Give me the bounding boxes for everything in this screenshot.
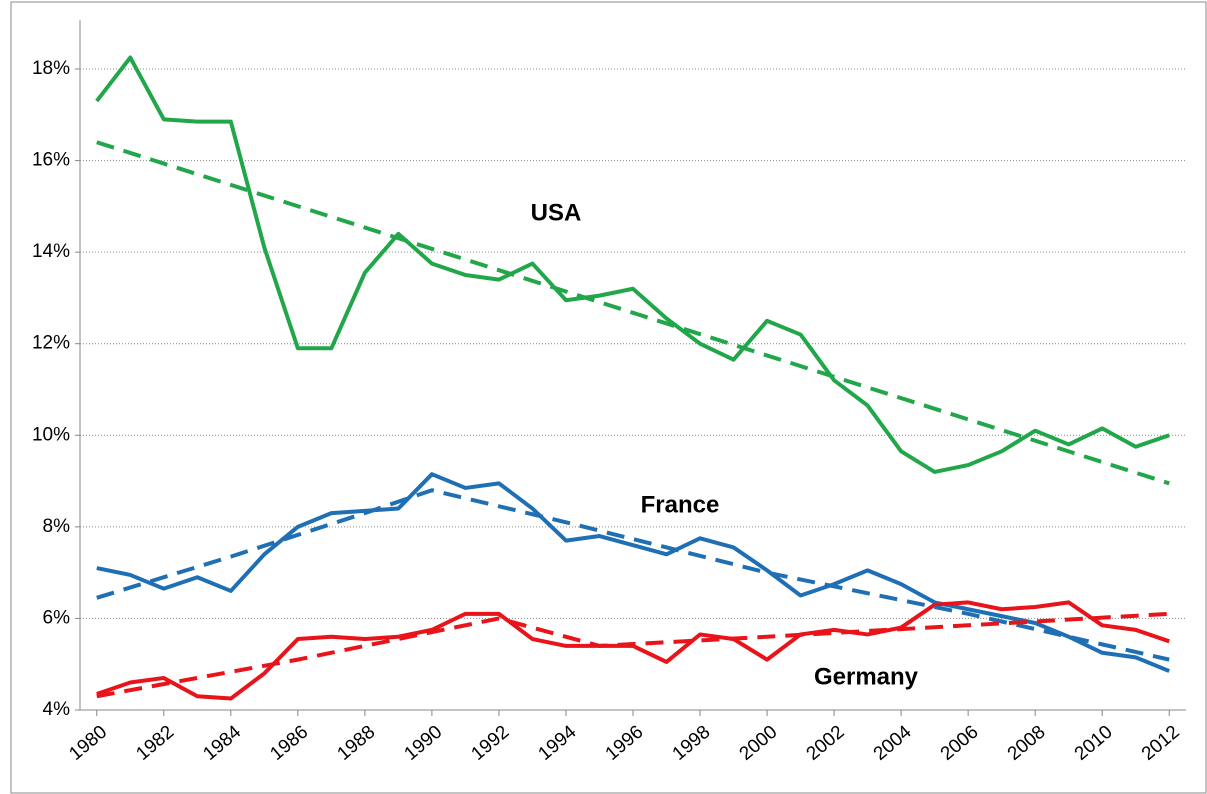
series-line	[95, 55, 1170, 474]
x-tick-label: 2010	[1071, 722, 1117, 765]
y-tick-label: 12%	[32, 333, 70, 354]
series-label: France	[641, 491, 720, 518]
x-tick-label: 2002	[803, 722, 849, 765]
x-tick-label: 1990	[400, 722, 446, 765]
x-tick-label: 1986	[266, 722, 312, 765]
y-tick-label: 16%	[32, 150, 70, 171]
chart-frame	[10, 1, 1207, 794]
trend-line	[96, 140, 1170, 486]
x-tick-label: 2012	[1138, 722, 1184, 765]
y-tick-label: 4%	[43, 699, 71, 720]
y-tick-label: 10%	[32, 424, 70, 445]
x-tick-label: 1996	[602, 722, 648, 765]
y-tick-label: 8%	[43, 516, 71, 537]
x-tick-label: 1992	[467, 722, 513, 765]
series-label: Germany	[814, 663, 919, 690]
x-tick-label: 2004	[870, 721, 916, 765]
series-label: USA	[531, 199, 582, 226]
x-tick-label: 1988	[333, 722, 379, 765]
trend-line	[96, 611, 1170, 699]
y-tick-label: 6%	[43, 607, 71, 628]
y-tick-label: 14%	[32, 241, 70, 262]
x-tick-label: 1998	[669, 722, 715, 765]
x-tick-label: 2008	[1004, 722, 1050, 765]
x-tick-label: 1994	[535, 721, 581, 765]
x-tick-label: 2006	[937, 722, 983, 765]
trend-line	[96, 488, 1170, 662]
x-tick-label: 1984	[199, 721, 245, 765]
x-tick-label: 1980	[65, 722, 111, 765]
x-tick-label: 2000	[736, 722, 782, 765]
x-tick-label: 1982	[132, 722, 178, 765]
series-line	[96, 472, 1170, 673]
y-tick-label: 18%	[32, 58, 70, 79]
